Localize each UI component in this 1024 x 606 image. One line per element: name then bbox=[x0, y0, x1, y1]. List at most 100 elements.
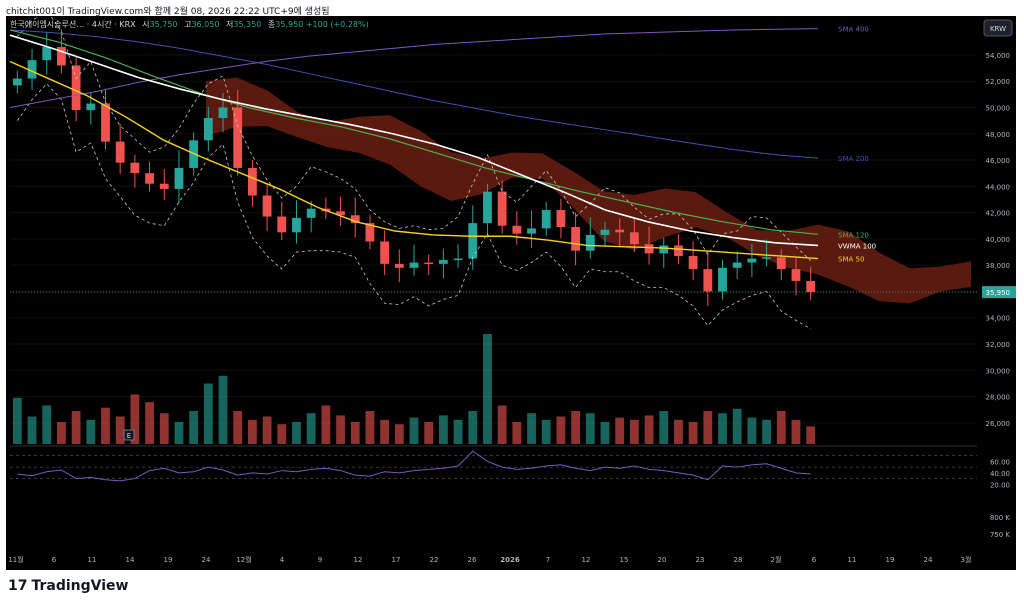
volume-bar bbox=[659, 411, 669, 444]
x-tick-label: 28 bbox=[734, 556, 743, 564]
overlay-label: SMA 400 bbox=[838, 26, 869, 34]
candle bbox=[497, 191, 507, 226]
candle bbox=[57, 47, 66, 66]
candle bbox=[115, 141, 125, 163]
y-tick-label: 28,000 bbox=[986, 394, 1011, 402]
volume-bar bbox=[380, 419, 390, 444]
close-label: 종 bbox=[267, 20, 276, 29]
volume-bar bbox=[571, 411, 581, 444]
volume-bar bbox=[203, 383, 213, 444]
candle bbox=[674, 245, 683, 256]
candle bbox=[468, 223, 478, 259]
currency-badge[interactable] bbox=[983, 19, 1013, 37]
candle bbox=[262, 195, 272, 217]
volume-bar bbox=[174, 422, 184, 444]
candle bbox=[424, 262, 434, 265]
volume-bar bbox=[732, 408, 742, 444]
candle bbox=[732, 262, 742, 268]
x-tick-label: 12 bbox=[354, 556, 363, 564]
overlay-label: SMA 50 bbox=[838, 256, 864, 264]
candle bbox=[174, 167, 184, 189]
volume-bar bbox=[615, 417, 625, 444]
candle bbox=[600, 229, 610, 235]
x-tick-label: 11월 bbox=[8, 555, 23, 564]
chart-svg[interactable]: 54,000 52,000 50,000 48,000 46,000 44,000 42,0… bbox=[6, 9, 1016, 570]
x-tick-label: 7 bbox=[546, 556, 550, 564]
y-tick-label: 46,000 bbox=[986, 157, 1011, 165]
x-tick-label: 3월 bbox=[961, 555, 972, 564]
open-value: 35,750 bbox=[149, 20, 178, 29]
earnings-marker-label: E bbox=[127, 432, 131, 440]
candle bbox=[306, 208, 316, 218]
x-tick-label: 20 bbox=[658, 556, 667, 564]
x-tick-label: 15 bbox=[620, 556, 629, 564]
volume-bar bbox=[674, 419, 683, 444]
candle bbox=[350, 215, 360, 224]
low-label: 저 bbox=[226, 20, 234, 29]
brand-name: TradingView bbox=[31, 578, 129, 594]
candle bbox=[718, 267, 727, 292]
candle bbox=[806, 280, 816, 293]
volume-bar bbox=[262, 416, 272, 444]
volume-bar bbox=[762, 419, 771, 444]
x-tick-label: 2월 bbox=[771, 555, 782, 564]
open-label: 시 bbox=[142, 20, 150, 29]
candle bbox=[12, 78, 22, 86]
volume-bar bbox=[57, 422, 66, 444]
volume-bar bbox=[306, 413, 316, 444]
x-tick-label: 17 bbox=[392, 556, 401, 564]
candle bbox=[394, 263, 404, 268]
volume-bar bbox=[541, 419, 551, 444]
candle bbox=[27, 60, 37, 79]
volume-bar bbox=[703, 411, 713, 444]
candle bbox=[247, 167, 257, 196]
tradingview-logo[interactable]: 17 TradingView bbox=[8, 578, 128, 594]
current-price-label: 35,950 bbox=[986, 289, 1011, 297]
candle bbox=[747, 258, 757, 263]
high-label: 고 bbox=[184, 20, 192, 29]
high-value: 36,050 bbox=[191, 20, 220, 29]
lower-pane-tick-label: 750 K bbox=[990, 531, 1011, 539]
candle bbox=[629, 232, 639, 245]
volume-bar bbox=[688, 422, 698, 444]
candle bbox=[688, 255, 698, 270]
y-tick-label: 44,000 bbox=[986, 183, 1011, 191]
symbol-legend: 한국에이엠시솔루션… · 4시간 · KRX 시35,750 고36,050 저… bbox=[10, 19, 369, 30]
earnings-marker[interactable] bbox=[123, 429, 135, 441]
volume-bar bbox=[629, 419, 639, 444]
candle bbox=[556, 209, 566, 228]
candle bbox=[203, 117, 213, 141]
chart-panel[interactable]: 54,000 52,000 50,000 48,000 46,000 44,000 42,0… bbox=[6, 9, 1016, 570]
volume-bar bbox=[86, 419, 96, 444]
y-tick-label: 54,000 bbox=[986, 52, 1011, 60]
overlay-label: SMA 200 bbox=[838, 155, 869, 163]
y-tick-label: 52,000 bbox=[986, 78, 1011, 86]
candle bbox=[541, 209, 551, 229]
candle bbox=[644, 244, 654, 254]
x-tick-label: 12 bbox=[582, 556, 591, 564]
candle bbox=[791, 269, 801, 281]
x-tick-label: 19 bbox=[886, 556, 895, 564]
overlay-line bbox=[9, 60, 819, 260]
candle bbox=[571, 227, 581, 251]
candle bbox=[365, 223, 375, 242]
volume-bar bbox=[409, 417, 419, 444]
volume-bar bbox=[189, 411, 199, 444]
y-tick-label: 34,000 bbox=[986, 315, 1011, 323]
x-tick-label: 26 bbox=[468, 556, 477, 564]
candle bbox=[101, 103, 110, 142]
volume-bar bbox=[644, 415, 654, 444]
volume-bar bbox=[483, 334, 492, 444]
volume-bar bbox=[101, 407, 110, 444]
candle bbox=[527, 228, 536, 234]
candle bbox=[762, 257, 771, 259]
candle bbox=[218, 107, 228, 118]
publish-line: chitchit001이 TradingView.com와 함께 2월 08, … bbox=[6, 7, 330, 17]
candle bbox=[130, 162, 140, 174]
candle bbox=[409, 262, 419, 268]
candle bbox=[483, 191, 492, 224]
x-tick-label: 11 bbox=[848, 556, 857, 564]
interval-exchange: · 4시간 · KRX bbox=[86, 20, 136, 29]
volume-bar bbox=[336, 415, 345, 444]
symbol-name[interactable]: 한국에이엠시솔루션… bbox=[10, 20, 85, 29]
